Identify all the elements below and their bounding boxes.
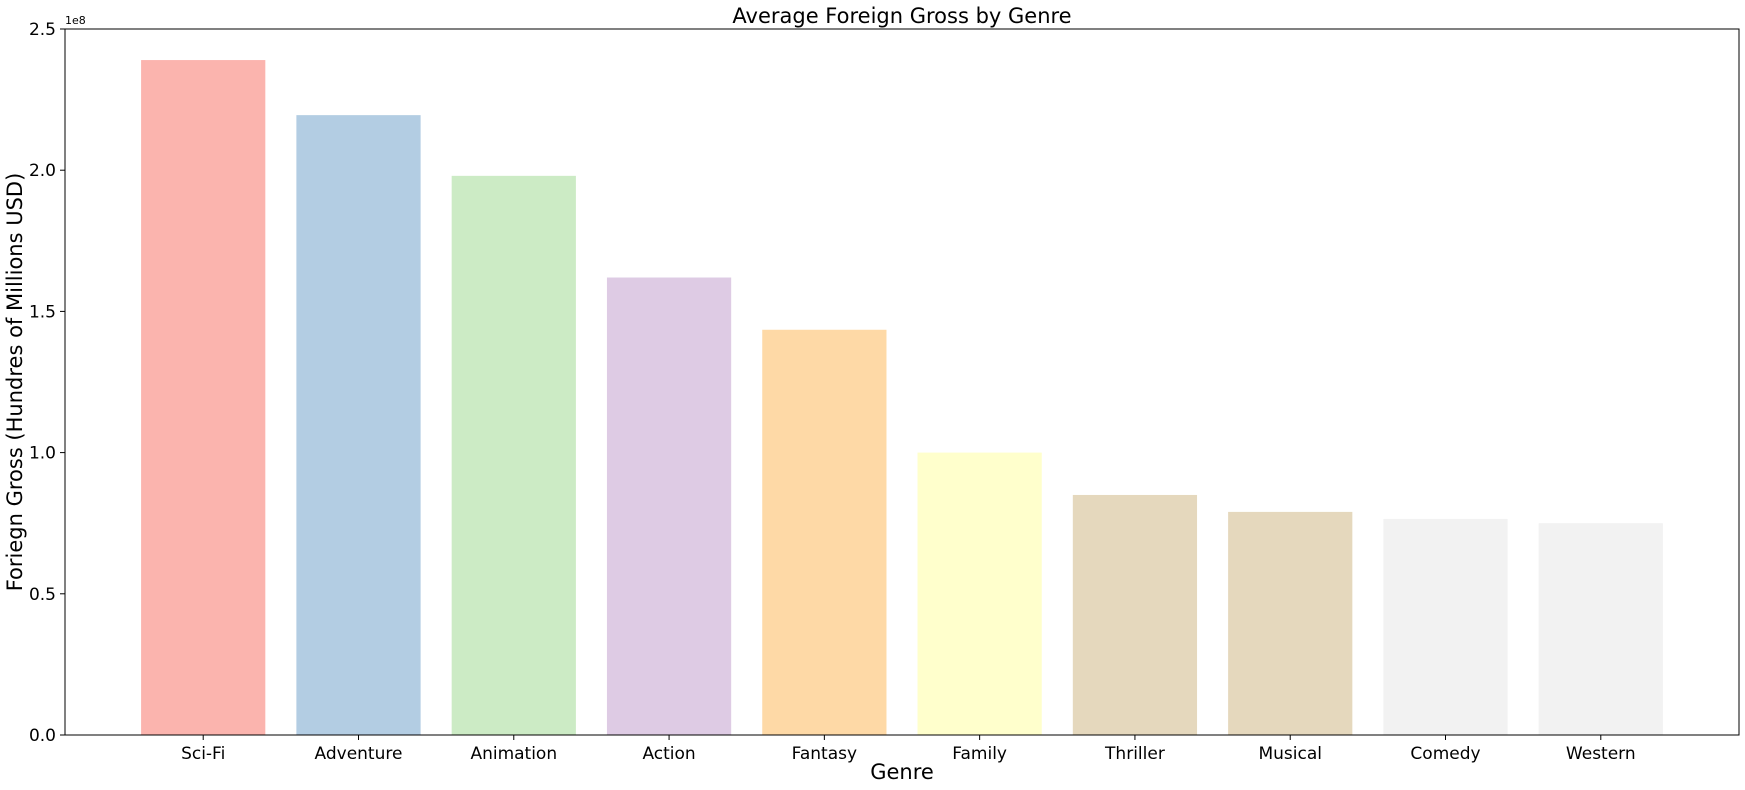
bar-adventure [296,115,421,735]
x-tick-label: Thriller [1104,744,1165,764]
plot-frame [64,28,1740,736]
y-tick-label: 2.5 [29,20,56,40]
y-axis-offset-label: 1e8 [65,14,86,27]
bar-musical [1228,511,1353,735]
y-tick-label: 1.0 [29,444,56,464]
y-tick-label: 0.5 [29,585,56,605]
x-axis-ticks: Sci-Fi Adventure Animation Action Fantasy Fam… [181,735,1636,764]
y-tick-label: 1.5 [29,302,56,322]
x-tick-label: Action [642,744,695,764]
bar-western [1538,523,1663,735]
x-tick-label: Comedy [1410,744,1480,764]
bar-thriller [1072,494,1198,735]
bars-layer [141,60,1663,735]
y-axis-ticks: 0.0 0.5 1.0 1.5 2.0 2.5 [29,20,65,746]
x-tick-label: Sci-Fi [181,744,225,764]
x-tick-label: Musical [1258,744,1322,764]
bar-fantasy [762,329,887,735]
chart-title: Average Foreign Gross by Genre [732,4,1071,28]
bar-action [606,277,732,735]
x-tick-label: Fantasy [792,744,857,764]
x-tick-label: Western [1566,744,1636,764]
bar-animation [451,175,576,735]
y-tick-label: 0.0 [29,726,56,746]
y-axis-title: Foriegn Gross (Hundres of Millions USD) [3,173,27,592]
bar-family [917,452,1042,735]
y-tick-label: 2.0 [29,161,56,181]
bar-comedy [1383,518,1508,735]
x-axis-title: Genre [870,760,934,784]
bar-sci-fi [141,60,266,735]
x-tick-label: Family [952,744,1007,764]
x-tick-label: Adventure [315,744,403,764]
x-tick-label: Animation [470,744,557,764]
